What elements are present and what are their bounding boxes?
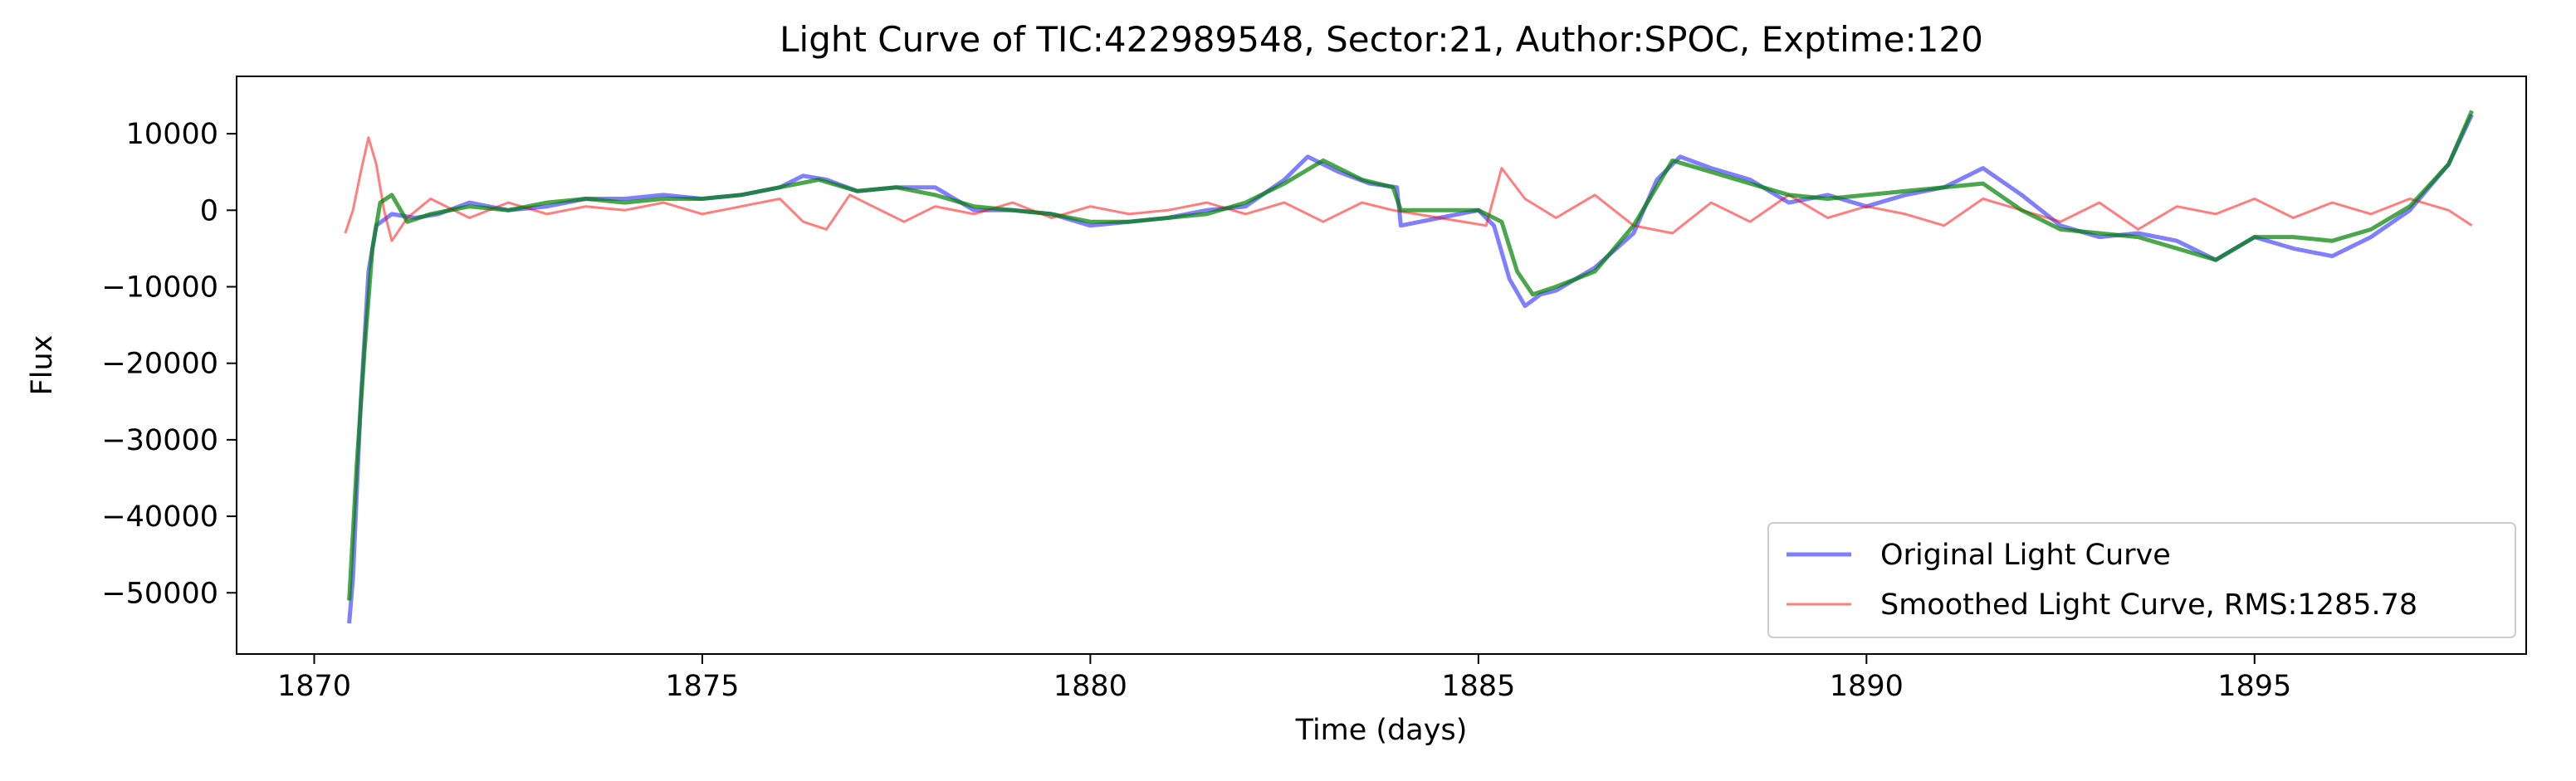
x-tick-label: 1875 <box>665 670 739 703</box>
x-tick-label: 1870 <box>277 670 351 703</box>
y-tick-label: 0 <box>200 194 218 227</box>
y-tick-label: −50000 <box>101 577 218 610</box>
x-tick-label: 1890 <box>1830 670 1904 703</box>
y-tick-label: −30000 <box>101 424 218 457</box>
chart-title: Light Curve of TIC:422989548, Sector:21,… <box>780 19 1983 60</box>
x-axis-label: Time (days) <box>1295 714 1468 747</box>
legend-box <box>1767 522 2516 638</box>
x-tick-label: 1885 <box>1441 670 1515 703</box>
y-tick-label: −40000 <box>101 500 218 534</box>
y-tick-label: −10000 <box>101 271 218 305</box>
y-axis-label: Flux <box>26 335 59 396</box>
y-tick-label: −20000 <box>101 348 218 381</box>
series-layer <box>344 110 2474 624</box>
legend-label-smoothed: Smoothed Light Curve, RMS:1285.78 <box>1880 588 2417 622</box>
legend-label-original: Original Light Curve <box>1880 539 2171 572</box>
y-axis: 10000 0 −10000 −20000 −30000 −40000 −50000 <box>101 118 237 610</box>
x-axis: 1870 1875 1880 1885 1890 1895 <box>277 654 2291 703</box>
series-line-trend <box>347 110 2474 601</box>
legend: Original Light Curve Smoothed Light Curv… <box>1767 522 2516 638</box>
y-tick-label: 10000 <box>126 118 218 151</box>
x-tick-label: 1880 <box>1053 670 1127 703</box>
x-tick-label: 1895 <box>2217 670 2291 703</box>
plot-frame <box>236 76 2527 655</box>
